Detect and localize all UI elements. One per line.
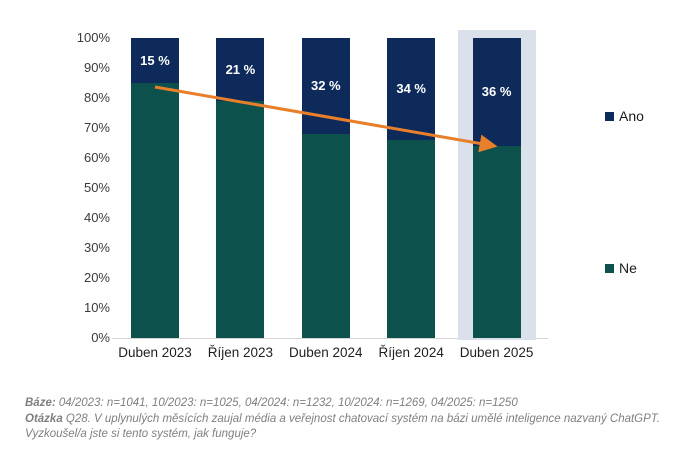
bar-value-label: 32 %: [310, 78, 341, 93]
footnote-question-line: Otázka Q28. V uplynulých měsících zaujal…: [25, 412, 685, 428]
y-tick-label: 80%: [83, 90, 110, 105]
bar-segment-ano: 15 %: [131, 38, 179, 83]
x-tick-label: Duben 2025: [459, 345, 534, 360]
bar-segment-ne: [216, 101, 265, 338]
y-tick-label: 0%: [91, 330, 110, 345]
bar-value-label: 36 %: [481, 84, 512, 99]
y-tick-label: 40%: [83, 210, 110, 225]
bar-segment-ne: [131, 83, 179, 338]
y-tick-label: 70%: [83, 120, 110, 135]
bar-value-label: 34 %: [396, 81, 426, 96]
legend-label-ne: Ne: [619, 260, 637, 276]
bar-segment-ne: [472, 146, 521, 338]
x-axis-line: [112, 338, 548, 339]
x-tick-label: Říjen 2024: [378, 345, 444, 360]
bar-segment-ano: 21 %: [216, 38, 265, 101]
legend-label-ano: Ano: [619, 108, 644, 124]
x-tick-label: Duben 2023: [118, 345, 192, 360]
x-tick-label: Říjen 2023: [207, 345, 274, 360]
bar-segment-ne: [301, 134, 350, 338]
bar-value-label: 15 %: [140, 52, 170, 68]
footnote-base-line: Báze: 04/2023: n=1041, 10/2023: n=1025, …: [25, 396, 685, 412]
bar-segment-ano: 34 %: [387, 38, 436, 140]
y-tick-label: 100%: [76, 30, 110, 45]
y-tick-label: 30%: [83, 240, 110, 255]
stacked-bar-chart: 100% 90% 80% 70% 60% 50% 40% 30% 20% 10% 0% 15 % 21…: [76, 30, 644, 360]
y-tick-label: 90%: [83, 60, 110, 75]
footnote-base-label: Báze:: [25, 397, 56, 409]
footnote-question-line2: Vyzkoušel/a jste si tento systém, jak fu…: [25, 428, 257, 440]
bar-value-label: 21 %: [225, 61, 256, 77]
chart-footnote: Báze: 04/2023: n=1041, 10/2023: n=1025, …: [25, 396, 685, 443]
y-tick-label: 50%: [83, 180, 110, 195]
bar-segment-ano: 32 %: [301, 38, 350, 134]
footnote-question-label: Otázka: [25, 412, 63, 425]
legend-swatch-ne: [605, 263, 614, 273]
legend-item-ne: Ne: [605, 260, 637, 276]
y-tick-label: 10%: [83, 300, 110, 315]
bar-segment-ne: [387, 140, 436, 338]
x-tick-label: Duben 2024: [289, 345, 363, 360]
legend-swatch-ano: [605, 111, 614, 121]
bar-segment-ano: 36 %: [472, 38, 521, 146]
footnote-question-text: Q28. V uplynulých měsících zaujal média …: [62, 412, 660, 425]
legend-item-ano: Ano: [605, 108, 644, 124]
y-tick-label: 60%: [83, 150, 110, 165]
footnote-base-text: 04/2023: n=1041, 10/2023: n=1025, 04/202…: [55, 397, 518, 409]
y-tick-label: 20%: [83, 270, 110, 285]
